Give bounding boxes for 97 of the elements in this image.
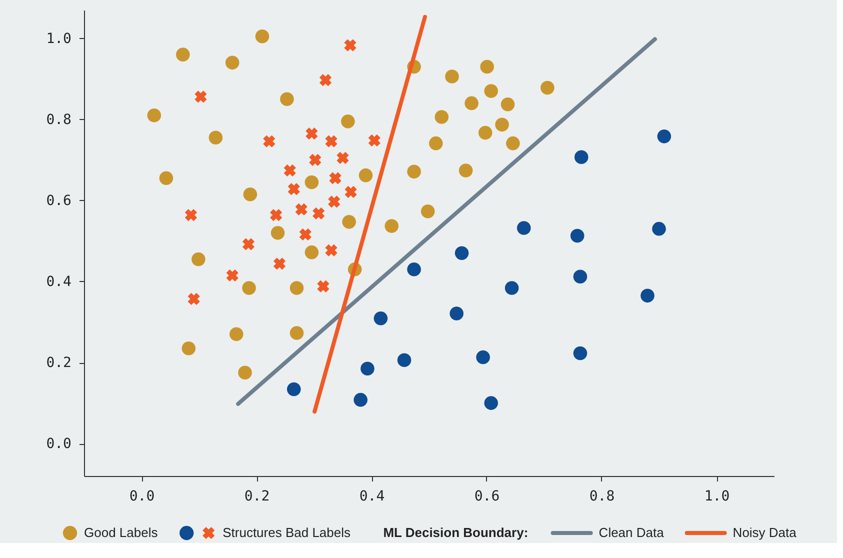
y-tick-label: 0.2 (46, 355, 72, 372)
point (407, 262, 421, 276)
point (374, 311, 388, 326)
point (573, 270, 588, 284)
legend-label: Clean Data (598, 525, 665, 540)
y-tick-label: 1.0 (46, 30, 72, 47)
point (570, 228, 584, 243)
point (270, 226, 285, 240)
point (504, 281, 519, 295)
point (243, 187, 258, 202)
point (188, 292, 200, 305)
point (242, 238, 255, 250)
point (176, 48, 190, 62)
point (329, 172, 342, 184)
point (506, 136, 520, 150)
point (454, 246, 469, 260)
point (434, 110, 449, 124)
point (384, 219, 399, 233)
point (657, 130, 672, 144)
legend-label: Noisy Data (732, 525, 798, 540)
point (342, 215, 356, 229)
point (290, 326, 304, 340)
point (242, 281, 256, 295)
point (273, 258, 286, 270)
y-tick-label: 0.0 (46, 436, 72, 452)
legend-label: Good Labels (84, 525, 158, 540)
point (484, 396, 498, 410)
point (312, 207, 325, 220)
point (304, 245, 319, 260)
point (464, 96, 478, 110)
point (397, 353, 412, 367)
point (450, 306, 464, 320)
point (319, 74, 332, 86)
point (306, 128, 318, 140)
point (336, 152, 349, 164)
point (226, 269, 238, 282)
point (573, 346, 588, 360)
point (480, 60, 494, 74)
legend-title: ML Decision Boundary: (383, 525, 528, 540)
point (288, 183, 300, 196)
point (407, 164, 421, 179)
point (225, 56, 240, 70)
point (540, 80, 554, 95)
point (309, 154, 322, 166)
point (299, 228, 312, 241)
point (284, 164, 296, 177)
point (263, 135, 276, 148)
point (344, 39, 356, 52)
x-tick-label: 0.2 (244, 488, 270, 504)
point (304, 175, 319, 190)
legend-label: Structures Bad Labels (222, 525, 352, 540)
point (478, 126, 492, 140)
point (270, 208, 282, 222)
point (229, 327, 244, 342)
point (516, 221, 531, 235)
y-tick-label: 0.4 (46, 274, 72, 290)
point (255, 29, 270, 44)
point (184, 208, 198, 222)
x-tick-label: 0.8 (589, 488, 615, 504)
point (182, 341, 196, 356)
point (495, 118, 509, 132)
point (429, 136, 443, 150)
y-tick-label: 0.8 (46, 112, 72, 128)
x-tick-label: 0.4 (359, 488, 385, 504)
point (354, 392, 368, 407)
x-tick-label: 0.0 (129, 488, 155, 504)
point (325, 244, 338, 256)
point (159, 171, 174, 186)
point (420, 204, 435, 218)
point (344, 186, 357, 198)
x-tick-label: 1.0 (704, 488, 730, 504)
point (458, 164, 473, 178)
point (317, 280, 330, 292)
point (147, 108, 162, 122)
point (328, 196, 340, 208)
point (368, 134, 380, 147)
point (286, 382, 301, 396)
point (325, 135, 338, 148)
point (280, 92, 294, 106)
point (341, 114, 355, 128)
point (360, 362, 374, 376)
point (290, 281, 304, 295)
point (194, 90, 207, 103)
point (445, 70, 459, 84)
point (574, 150, 588, 164)
point (640, 288, 654, 303)
point (476, 350, 490, 364)
point (295, 203, 308, 216)
point (238, 366, 252, 380)
point (358, 168, 373, 182)
point (192, 252, 206, 266)
point (652, 222, 666, 236)
x-tick-label: 0.6 (474, 488, 500, 504)
y-tick-label: 0.6 (46, 192, 72, 209)
point (500, 98, 515, 112)
point (208, 130, 223, 145)
point (484, 84, 498, 98)
